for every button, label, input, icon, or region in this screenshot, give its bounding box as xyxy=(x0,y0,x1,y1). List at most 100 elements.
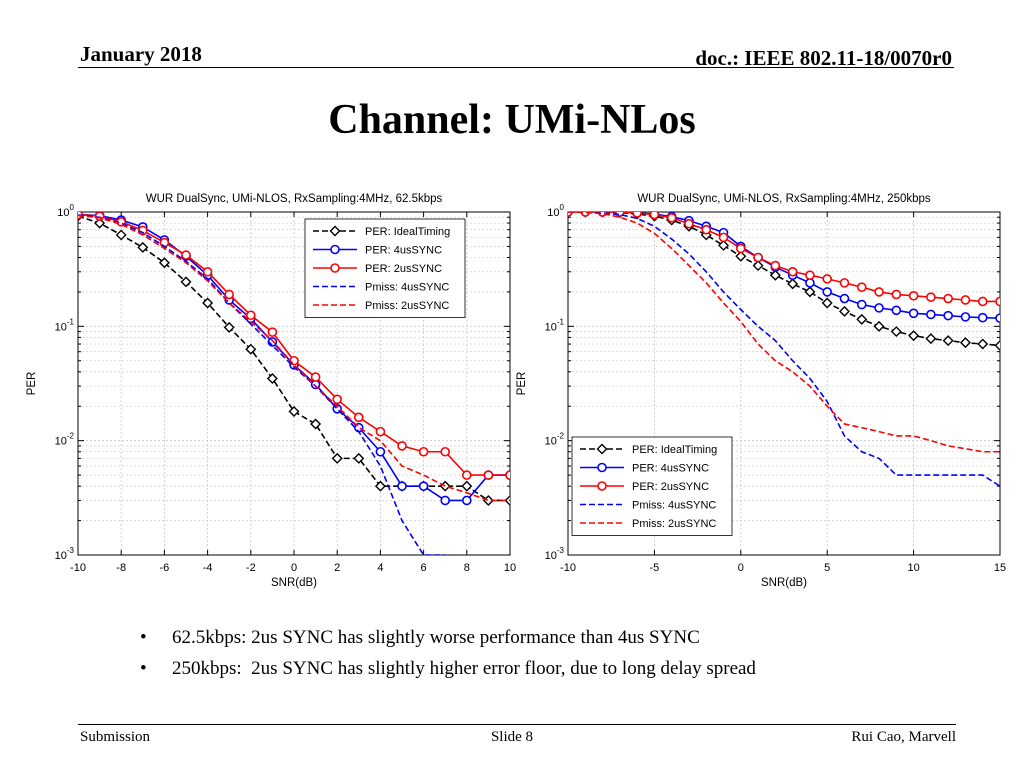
legend-label: PER: IdealTiming xyxy=(365,226,450,238)
y-tick-label: 100 xyxy=(57,203,74,219)
x-tick-label: 2 xyxy=(334,562,340,574)
x-tick-label: -4 xyxy=(203,562,213,574)
data-point xyxy=(684,218,694,229)
series-line xyxy=(78,215,510,502)
data-point xyxy=(856,282,867,292)
legend-label: PER: 4usSYNC xyxy=(365,245,442,257)
data-point xyxy=(397,481,407,491)
data-point xyxy=(202,266,213,277)
data-point xyxy=(943,293,953,304)
data-point xyxy=(632,212,642,218)
series-per-2ussync xyxy=(568,212,1000,307)
data-point xyxy=(769,269,781,281)
data-point xyxy=(960,312,971,322)
data-point xyxy=(874,303,884,313)
data-point xyxy=(873,320,885,332)
footer-slide-number: Slide 8 xyxy=(490,729,534,745)
data-point xyxy=(374,480,386,492)
x-tick-label: 8 xyxy=(464,562,470,574)
data-point xyxy=(735,250,747,262)
header-doc-id: doc.: IEEE 802.11-18/0070r0 xyxy=(695,46,952,70)
data-point xyxy=(180,276,192,288)
data-point xyxy=(418,481,429,491)
bullet-item: • 62.5kbps: 2us SYNC has slightly worse … xyxy=(140,622,756,653)
data-point xyxy=(804,286,816,298)
x-tick-label: 15 xyxy=(994,562,1006,574)
y-tick-label: 10-1 xyxy=(545,317,565,333)
bullet-list: • 62.5kbps: 2us SYNC has slightly worse … xyxy=(140,622,756,684)
series-line xyxy=(78,214,510,502)
legend-label: PER: 2usSYNC xyxy=(365,263,442,275)
data-point xyxy=(718,232,729,243)
x-tick-label: 6 xyxy=(421,562,427,574)
data-point xyxy=(181,250,191,260)
chart-62-5kbps: -10 -8 -6 -4 -2 0 2 4 6 8 10 10-3 10-2 10-1 100 WUR Dua… xyxy=(26,193,516,589)
series-line xyxy=(568,212,1000,487)
x-tick-label: -6 xyxy=(160,562,170,574)
data-point xyxy=(805,270,815,281)
legend-label: Pmiss: 4usSYNC xyxy=(632,500,716,512)
data-point xyxy=(874,287,884,297)
y-axis-label: PER xyxy=(516,372,528,396)
data-point xyxy=(397,441,407,451)
legend: PER: IdealTiming PER: 4usSYNC PER: 2usSYNC… xyxy=(571,436,733,536)
data-point xyxy=(994,339,1000,351)
data-point xyxy=(202,297,214,309)
data-point xyxy=(94,212,105,221)
data-point xyxy=(960,295,971,305)
series-pmiss-4ussync xyxy=(568,212,1000,487)
series-pmiss-2ussync xyxy=(568,212,1000,453)
legend-marker xyxy=(329,225,341,237)
x-tick-label: 10 xyxy=(504,562,516,574)
data-point xyxy=(805,278,815,288)
x-axis-label: SNR(dB) xyxy=(761,577,807,589)
data-point xyxy=(891,305,902,316)
data-point xyxy=(666,212,677,223)
bullet-dot: • xyxy=(140,658,147,679)
y-tick-label: 10-3 xyxy=(55,546,75,562)
data-point xyxy=(223,321,235,333)
footer-submission: Submission xyxy=(80,729,151,745)
footer-rule xyxy=(78,724,956,725)
footer-author: Rui Cao, Marvell xyxy=(851,729,956,745)
legend-label: Pmiss: 2usSYNC xyxy=(632,518,716,530)
data-point xyxy=(908,308,919,319)
series-line xyxy=(78,214,446,555)
data-point xyxy=(440,495,451,506)
data-point xyxy=(770,260,781,271)
header-rule xyxy=(78,67,954,68)
series-per-2ussync xyxy=(78,212,510,480)
data-point xyxy=(995,313,1000,323)
data-point xyxy=(891,289,902,300)
legend-label: Pmiss: 4usSYNC xyxy=(365,282,449,294)
data-point xyxy=(822,274,833,284)
data-point xyxy=(701,224,712,235)
data-point xyxy=(839,278,850,288)
data-point xyxy=(925,333,937,345)
header-date: January 2018 xyxy=(80,42,202,66)
x-tick-label: -2 xyxy=(246,562,256,574)
legend: PER: IdealTiming PER: 4usSYNC PER: 2usSYNC… xyxy=(304,218,466,318)
legend-marker xyxy=(330,244,340,255)
legend-label: PER: 4usSYNC xyxy=(632,463,709,475)
data-point xyxy=(926,309,936,320)
series-pmiss-2ussync xyxy=(78,214,510,502)
series-line xyxy=(568,212,1000,453)
data-point xyxy=(158,257,170,269)
y-tick-label: 10-1 xyxy=(55,317,75,333)
data-point xyxy=(568,212,573,217)
data-point xyxy=(310,418,322,430)
data-point xyxy=(288,405,300,417)
data-point xyxy=(440,446,451,457)
data-point xyxy=(822,287,833,297)
x-tick-label: 0 xyxy=(291,562,297,574)
data-point xyxy=(375,446,386,457)
data-point xyxy=(504,494,510,506)
data-point xyxy=(94,217,106,229)
chart-title: WUR DualSync, UMi-NLOS, RxSampling:4MHz,… xyxy=(146,193,443,205)
data-point xyxy=(246,310,256,321)
data-point xyxy=(461,470,472,480)
bullet-text: 250kbps: 2us SYNC has slightly higher er… xyxy=(172,658,756,679)
data-point xyxy=(959,337,971,349)
y-tick-label: 10-2 xyxy=(55,432,75,448)
